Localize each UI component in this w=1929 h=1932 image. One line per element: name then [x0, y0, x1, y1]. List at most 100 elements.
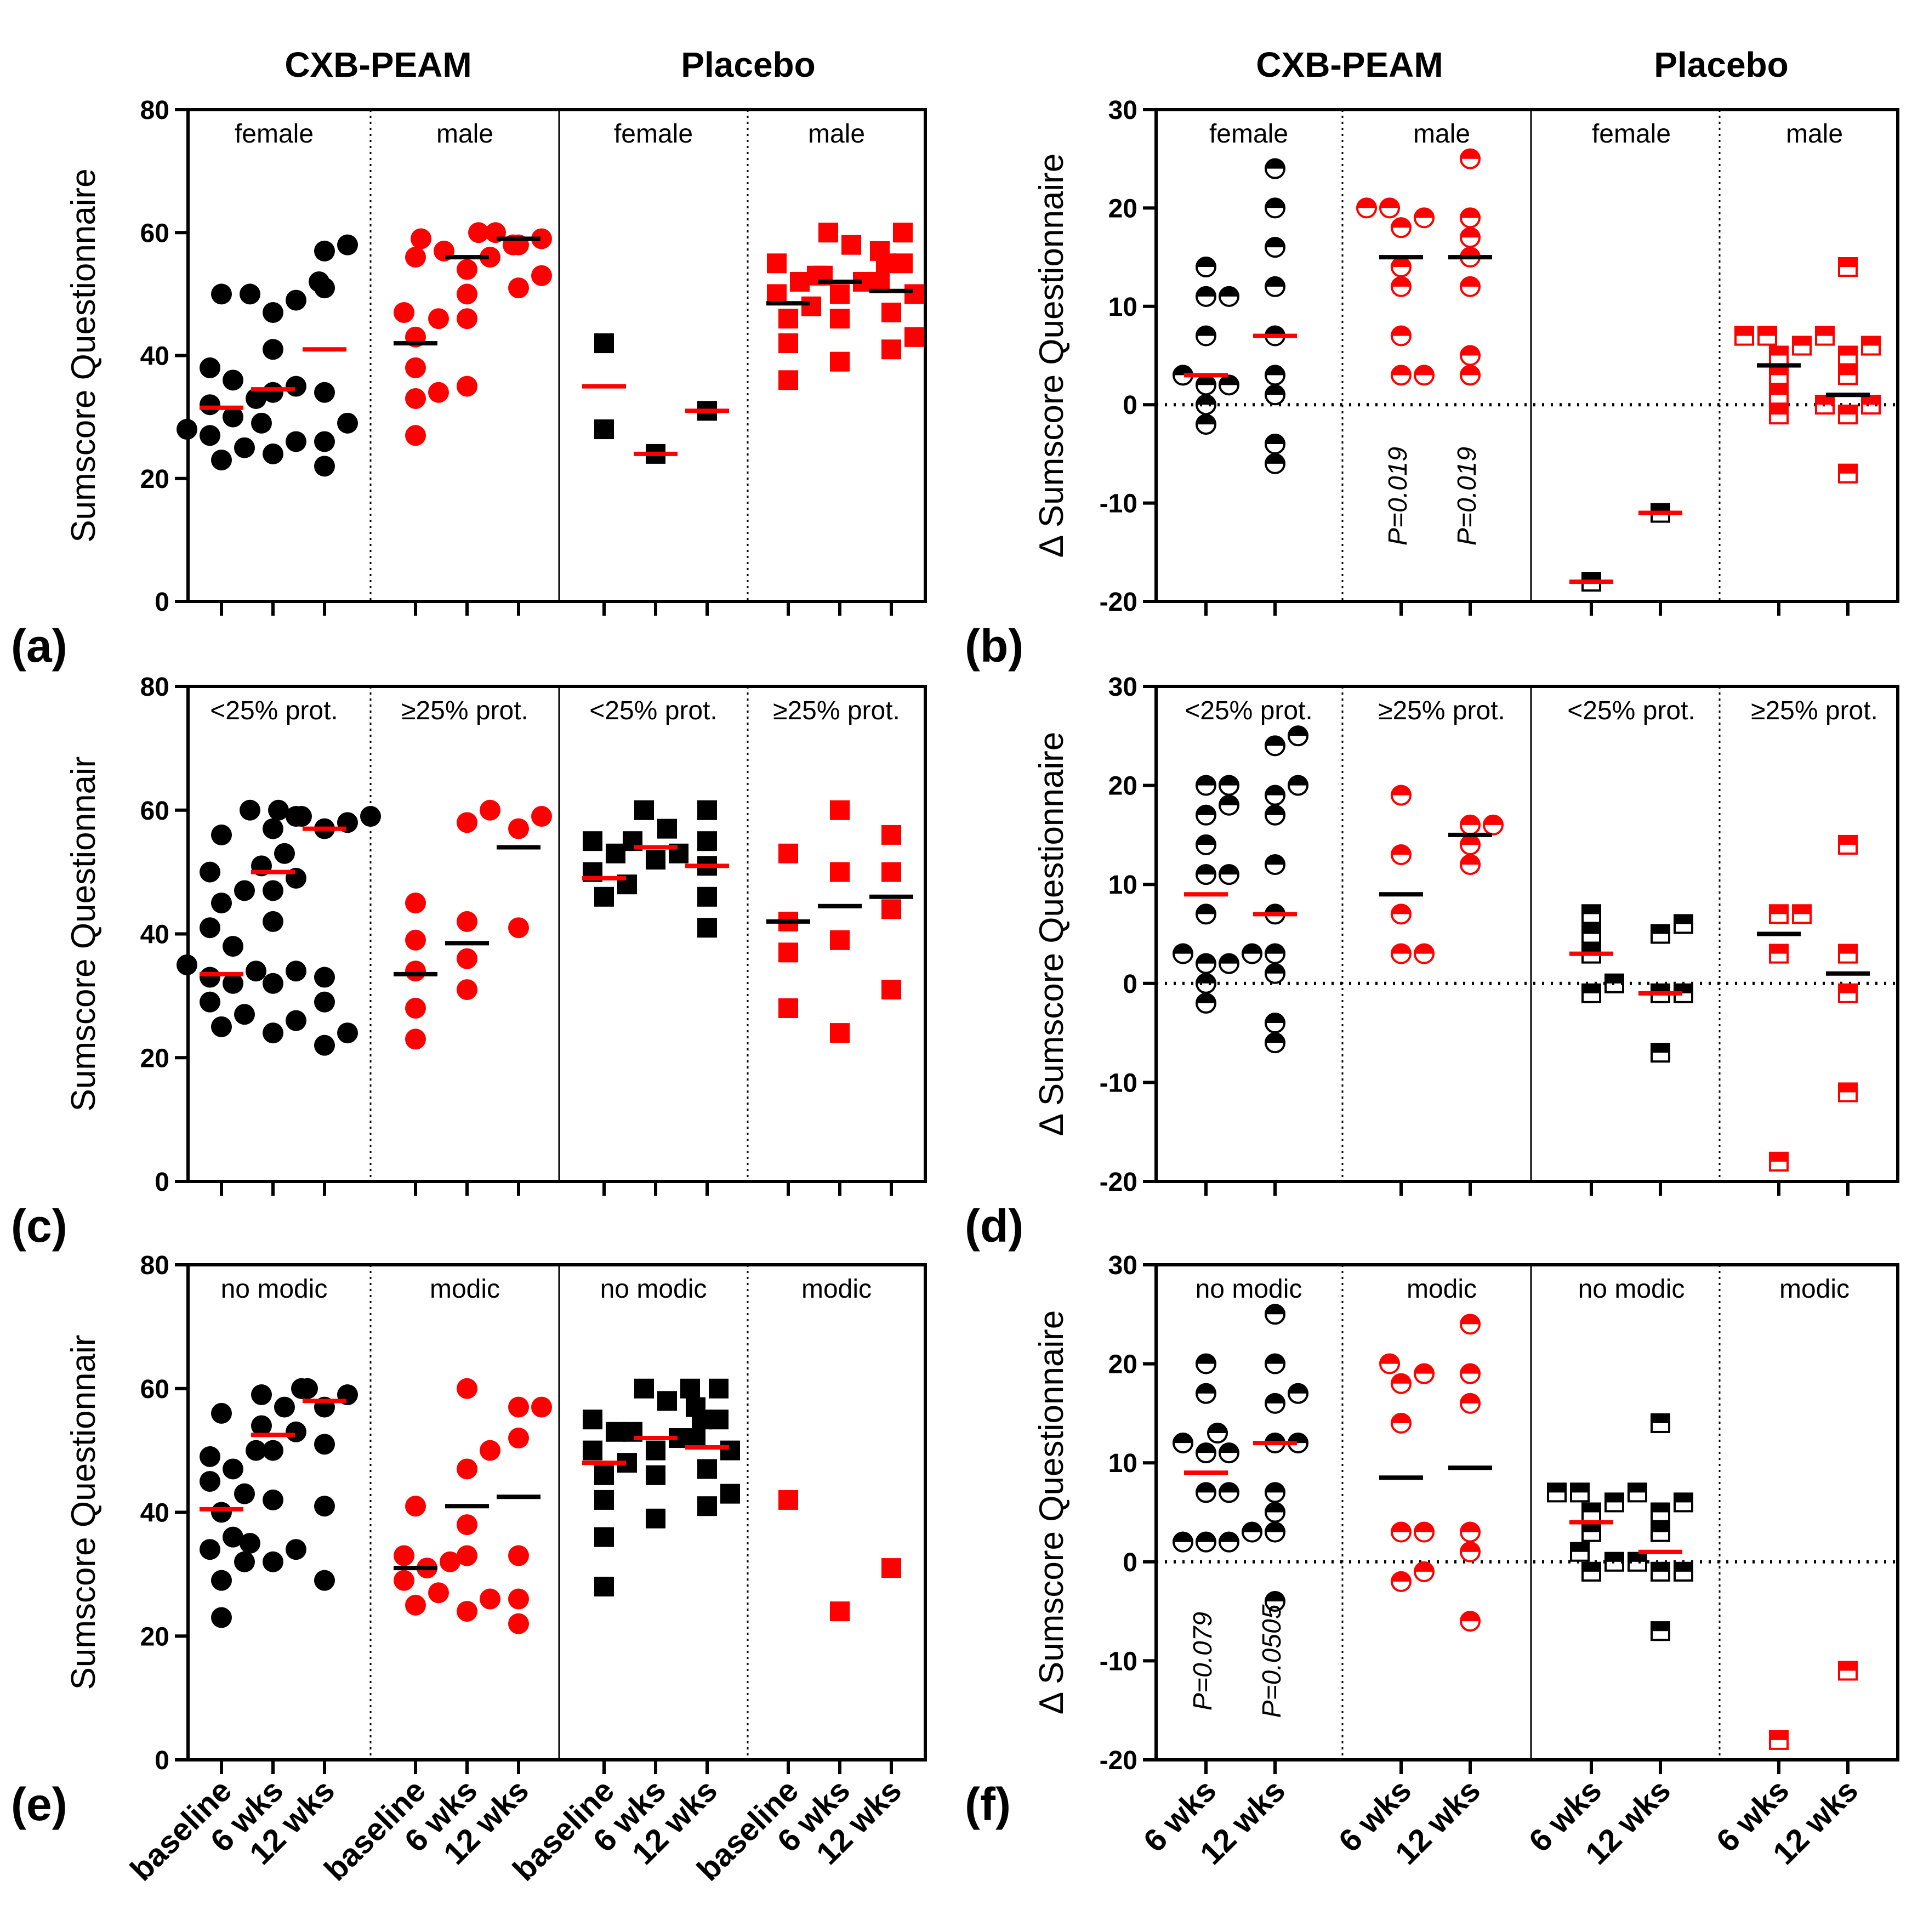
marker-fill [1651, 1502, 1670, 1513]
data-point [1265, 1353, 1285, 1374]
data-point [314, 1035, 335, 1056]
data-point [286, 376, 306, 397]
data-point [211, 1607, 232, 1628]
data-column [1448, 814, 1504, 876]
data-point [200, 357, 220, 378]
data-point [1769, 904, 1789, 924]
data-point [1769, 944, 1789, 964]
data-point [1651, 1522, 1670, 1542]
data-column [1448, 1314, 1492, 1632]
marker-outline [1414, 943, 1435, 964]
marker-outline [1460, 1611, 1481, 1632]
subgroup-label: modic [430, 1275, 500, 1304]
marker-fill [1838, 365, 1858, 376]
marker-outline [1460, 1393, 1481, 1414]
data-point [893, 223, 913, 243]
marker-outline [1581, 904, 1601, 924]
plot-frame [1154, 685, 1899, 1183]
data-column [1628, 1413, 1693, 1641]
data-point [720, 1440, 740, 1461]
data-point [234, 1004, 255, 1025]
data-point [1265, 158, 1285, 179]
data-point [1265, 197, 1285, 219]
data-point [646, 850, 665, 870]
data-point [1173, 1433, 1193, 1454]
data-column [623, 1378, 712, 1528]
data-point [200, 861, 220, 883]
marker-outline [1460, 276, 1481, 297]
data-point [1265, 276, 1285, 297]
data-point [1219, 953, 1239, 974]
y-tick-label: -20 [1100, 1168, 1137, 1197]
y-tick-label: 30 [1108, 673, 1137, 702]
y-tick-label: 40 [140, 1499, 169, 1528]
data-point [360, 806, 381, 827]
marker-outline [1414, 1521, 1435, 1543]
data-point [411, 228, 431, 249]
marker-outline [1674, 1492, 1693, 1513]
data-point [1414, 365, 1435, 386]
data-point [274, 1396, 295, 1418]
marker-outline [1265, 276, 1285, 297]
marker-outline [1391, 1521, 1412, 1543]
data-point [405, 929, 426, 951]
y-tick-label: 10 [1108, 1449, 1137, 1478]
data-point [1196, 257, 1216, 278]
y-tick-label: 10 [1108, 871, 1137, 900]
data-point [1769, 1730, 1789, 1750]
data-point [1196, 286, 1216, 307]
subgroup-label: <25% prot. [210, 696, 338, 725]
subgroup-label: female [1209, 120, 1288, 149]
data-point [1219, 794, 1239, 816]
data-point [480, 247, 500, 268]
marker-outline [1815, 395, 1835, 415]
y-tick-label: 10 [1108, 293, 1137, 322]
marker-outline [1196, 804, 1216, 826]
subgroup-label: no modic [221, 1275, 328, 1304]
y-axis-title: Sumscore Questionnair [65, 1335, 103, 1690]
subgroup-label: no modic [1578, 1275, 1685, 1304]
data-column [830, 1601, 850, 1622]
data-point [200, 1446, 220, 1467]
data-point [457, 911, 477, 932]
data-point [234, 880, 255, 901]
data-point [1460, 207, 1481, 229]
data-point [1265, 1013, 1285, 1034]
data-point [818, 223, 838, 243]
y-tick-label: 40 [140, 920, 169, 950]
marker-fill [1674, 914, 1693, 924]
marker-outline [1219, 794, 1239, 816]
panel-label: (f) [965, 1778, 1011, 1830]
data-point [1391, 943, 1412, 964]
marker-outline [1651, 924, 1670, 944]
data-point [1288, 1383, 1308, 1404]
marker-outline [1581, 1561, 1601, 1582]
y-tick-label: -10 [1100, 1069, 1137, 1098]
marker-outline [1265, 1304, 1285, 1325]
data-point [1265, 963, 1285, 984]
marker-fill [1838, 1661, 1858, 1671]
header-right-placebo: Placebo [1654, 45, 1788, 84]
data-column [869, 223, 924, 360]
marker-outline [1196, 1442, 1216, 1464]
data-point [634, 800, 654, 820]
plot-frame [1154, 108, 1899, 603]
data-point [1651, 1561, 1670, 1582]
y-tick-label: 20 [140, 1622, 169, 1651]
marker-outline [1792, 336, 1812, 356]
marker-fill [1757, 326, 1777, 336]
data-point [457, 1458, 477, 1480]
marker-outline [1265, 1353, 1285, 1374]
marker-outline [1219, 286, 1239, 307]
panel-c: 0 20 40 60 80 Sumscore Questionnair <25% prot.… [11, 673, 927, 1252]
marker-outline [1651, 1413, 1670, 1433]
data-point [1391, 365, 1412, 386]
data-point [1604, 973, 1624, 993]
data-point [457, 948, 477, 969]
data-column [1356, 197, 1435, 386]
data-point [1196, 804, 1216, 826]
data-point [1391, 1412, 1412, 1434]
data-point [200, 394, 220, 416]
data-point [457, 1514, 477, 1536]
marker-fill [1674, 1561, 1693, 1572]
